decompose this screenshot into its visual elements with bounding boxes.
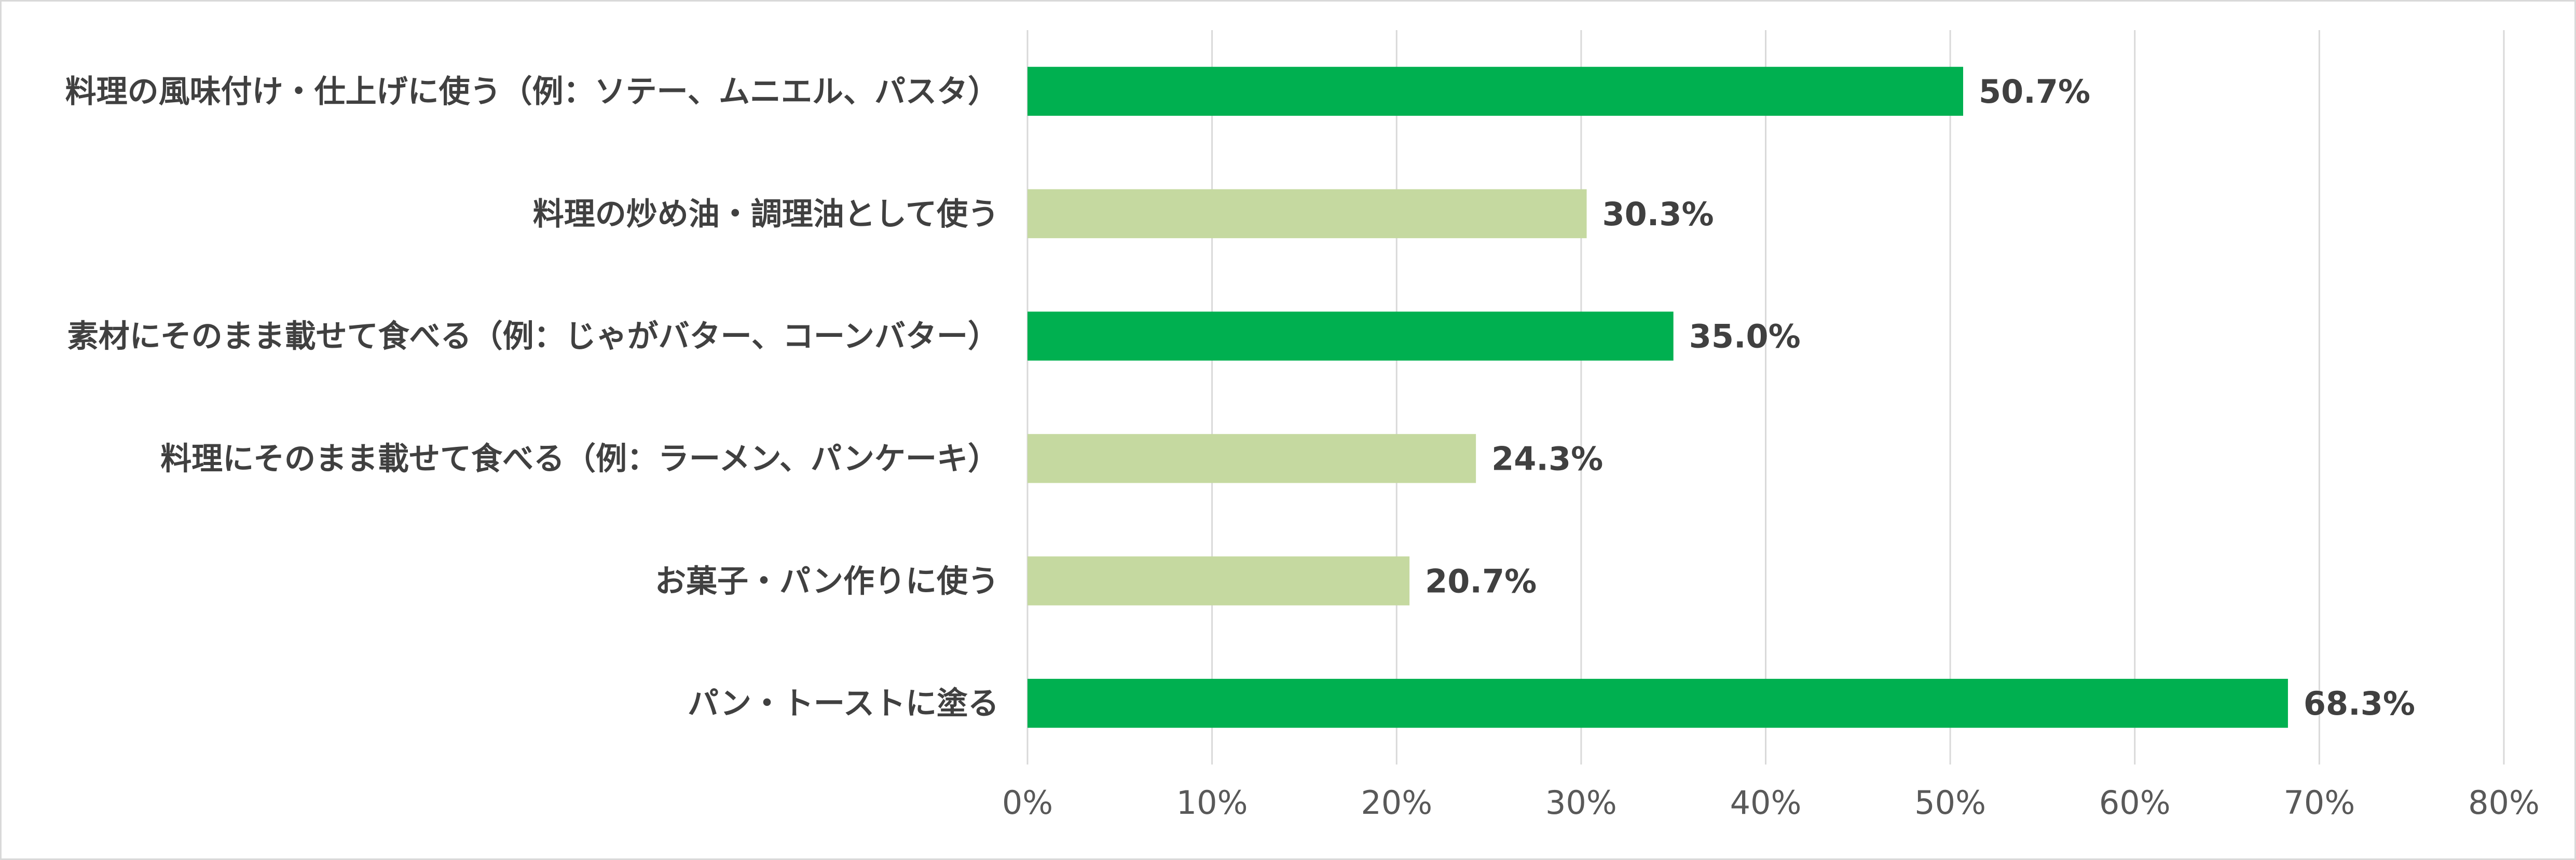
x-tick-label: 50% — [1914, 784, 1986, 822]
category-label: お菓子・パン作りに使う — [655, 563, 999, 599]
data-label: 50.7% — [1979, 73, 2090, 111]
x-tick-label: 70% — [2283, 784, 2355, 822]
data-label: 35.0% — [1689, 318, 1801, 356]
x-tick-label: 30% — [1545, 784, 1617, 822]
category-label: 料理の炒め油・調理油として使う — [533, 196, 999, 233]
x-tick-label: 80% — [2468, 784, 2540, 822]
data-label: 24.3% — [1491, 440, 1603, 477]
x-tick-label: 40% — [1730, 784, 1802, 822]
x-tick-label: 60% — [2099, 784, 2171, 822]
category-label: 料理にそのまま載せて食べる（例：ラーメン、パンケーキ） — [160, 441, 999, 477]
bar — [1027, 678, 2288, 728]
data-label: 68.3% — [2304, 685, 2415, 722]
bars — [1027, 66, 2288, 728]
x-tick-label: 0% — [1002, 784, 1053, 822]
bar — [1027, 189, 1587, 238]
category-label: パン・トーストに塗る — [688, 686, 999, 722]
x-tick-label: 20% — [1361, 784, 1432, 822]
gridlines — [1026, 30, 2505, 765]
bar — [1027, 556, 1410, 606]
x-tick-label: 10% — [1176, 784, 1248, 822]
bar — [1027, 66, 1964, 116]
data-label: 20.7% — [1425, 562, 1537, 600]
labels: 0% 10% 20% 30% 40% 50% 60% 70% 80% 料理の風味付け・仕上げに使う… — [65, 73, 2540, 822]
category-label: 料理の風味付け・仕上げに使う（例：ソテー、ムニエル、パスタ） — [65, 74, 999, 110]
data-label: 30.3% — [1602, 195, 1714, 233]
bar — [1027, 434, 1476, 483]
category-label: 素材にそのまま載せて食べる（例：じゃがバター、コーンバター） — [67, 319, 999, 355]
bar — [1027, 311, 1674, 361]
